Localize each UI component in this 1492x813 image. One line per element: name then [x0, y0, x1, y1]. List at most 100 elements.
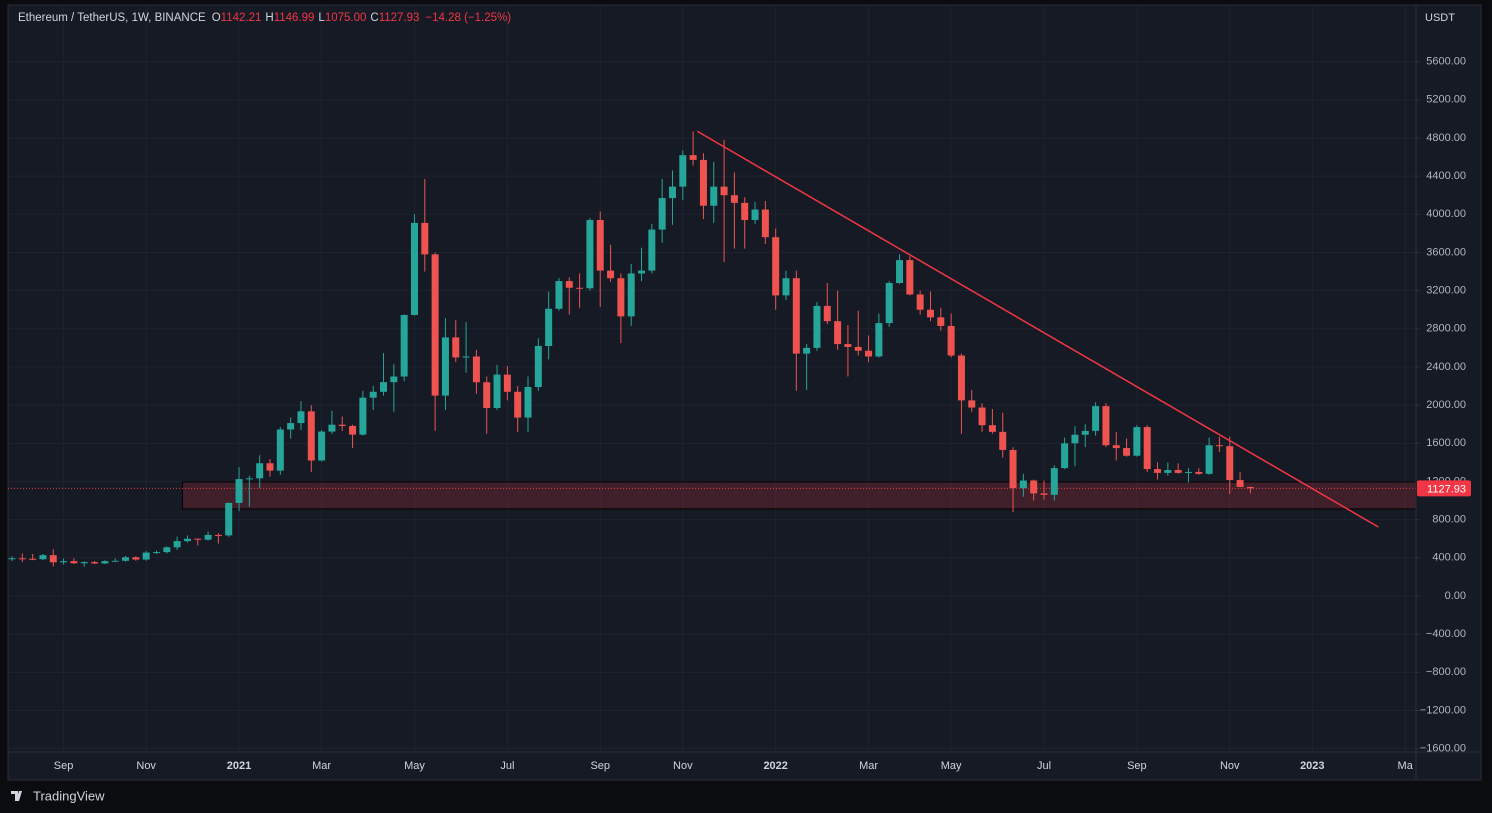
candle-body: [926, 309, 934, 318]
candle-body: [307, 411, 315, 461]
candle-body: [679, 155, 687, 187]
candle-body: [1226, 446, 1234, 481]
candle-body: [1112, 445, 1120, 449]
candle-body: [617, 278, 625, 317]
x-tick-label: Mar: [859, 760, 878, 772]
ohlc-key: C: [370, 12, 379, 24]
candle-body: [1205, 445, 1213, 474]
y-tick-label: 800.00: [1432, 514, 1466, 526]
x-tick-label: Nov: [673, 760, 693, 772]
candle-body: [689, 155, 697, 160]
symbol-legend: Ethereum / TetherUS, 1W, BINANCE O 1142.2…: [18, 12, 511, 24]
candle-body: [999, 431, 1007, 450]
candle-body: [8, 558, 16, 560]
y-tick-label: 3600.00: [1426, 246, 1466, 258]
ohlc-value: 1146.99: [273, 12, 315, 24]
x-tick-label: 2022: [763, 760, 787, 772]
candle-body: [627, 273, 635, 317]
candle-body: [369, 391, 377, 398]
candle-body: [834, 321, 842, 345]
candle-body: [1071, 434, 1079, 444]
x-tick-label: 2023: [1300, 760, 1324, 772]
candle-body: [792, 278, 800, 354]
y-tick-label: 2800.00: [1426, 323, 1466, 335]
support-zone: [181, 481, 1417, 510]
candle-body: [441, 337, 449, 396]
candle-body: [885, 283, 893, 324]
candle-body: [163, 547, 171, 553]
candle-body: [297, 411, 305, 424]
logo-icon: [11, 791, 22, 801]
candle-body: [761, 209, 769, 238]
candle-body: [545, 308, 553, 346]
candle-body: [1143, 427, 1151, 470]
candle-body: [699, 159, 707, 206]
symbol-name: Ethereum / TetherUS, 1W, BINANCE: [18, 12, 206, 24]
candle-body: [410, 222, 418, 315]
candle-body: [287, 423, 295, 430]
candle-body: [1184, 471, 1192, 473]
x-tick-label: Sep: [54, 760, 74, 772]
x-tick-label: 2021: [227, 760, 251, 772]
y-tick-label: −1600.00: [1420, 743, 1466, 755]
candle-body: [1102, 406, 1110, 446]
candle-body: [586, 220, 594, 289]
candle-body: [245, 478, 253, 480]
candle-body: [183, 538, 191, 542]
candle-body: [772, 237, 780, 296]
candle-body: [1215, 445, 1223, 447]
y-tick-label: 2000.00: [1426, 399, 1466, 411]
candle-body: [60, 561, 68, 563]
y-tick-label: 4000.00: [1426, 208, 1466, 220]
candle-body: [122, 557, 130, 561]
candle-body: [1164, 470, 1172, 473]
candle-body: [607, 270, 615, 279]
candle-body: [204, 534, 212, 540]
candle-body: [225, 502, 233, 536]
candle-body: [49, 555, 57, 563]
candle-body: [1081, 430, 1089, 435]
candle-body: [875, 323, 883, 357]
candle-body: [916, 294, 924, 310]
candle-body: [101, 561, 109, 564]
y-tick-label: 4800.00: [1426, 132, 1466, 144]
candle-body: [39, 555, 47, 560]
y-tick-label: 1600.00: [1426, 437, 1466, 449]
candle-body: [638, 270, 646, 274]
last-price-label: 1127.93: [1427, 483, 1466, 495]
candle-body: [400, 314, 408, 377]
candle-body: [865, 350, 873, 357]
candle-body: [359, 397, 367, 435]
candle-body: [968, 400, 976, 408]
candle-body: [1019, 480, 1027, 489]
x-tick-label: Sep: [1127, 760, 1147, 772]
candle-body: [988, 425, 996, 432]
candle-body: [338, 424, 346, 426]
y-tick-label: 0.00: [1445, 590, 1466, 602]
candle-body: [710, 186, 718, 206]
candle-body: [152, 552, 160, 554]
candle-body: [483, 382, 491, 409]
candle-body: [318, 431, 326, 461]
candle-body: [844, 344, 852, 347]
candle-body: [576, 287, 584, 289]
candle-body: [937, 317, 945, 326]
candle-body: [235, 479, 243, 503]
candle-body: [390, 376, 398, 383]
candle-body: [380, 382, 388, 392]
candle-body: [194, 538, 202, 540]
candle-body: [173, 541, 181, 548]
x-tick-label: Jul: [1037, 760, 1051, 772]
axes: −1600.00 −1200.00 −800.00 −400.00 0.00 400.00…: [54, 56, 1471, 772]
candle-body: [111, 560, 119, 562]
y-tick-label: 3200.00: [1426, 285, 1466, 297]
candle-body: [854, 346, 862, 351]
x-tick-label: Sep: [590, 760, 610, 772]
candle-body: [978, 407, 986, 426]
candle-body: [565, 281, 573, 288]
x-tick-label: Ma: [1398, 760, 1414, 772]
candle-body: [1133, 427, 1141, 456]
x-tick-label: May: [404, 760, 425, 772]
price-change: −14.28 (−1.25%): [425, 12, 512, 24]
